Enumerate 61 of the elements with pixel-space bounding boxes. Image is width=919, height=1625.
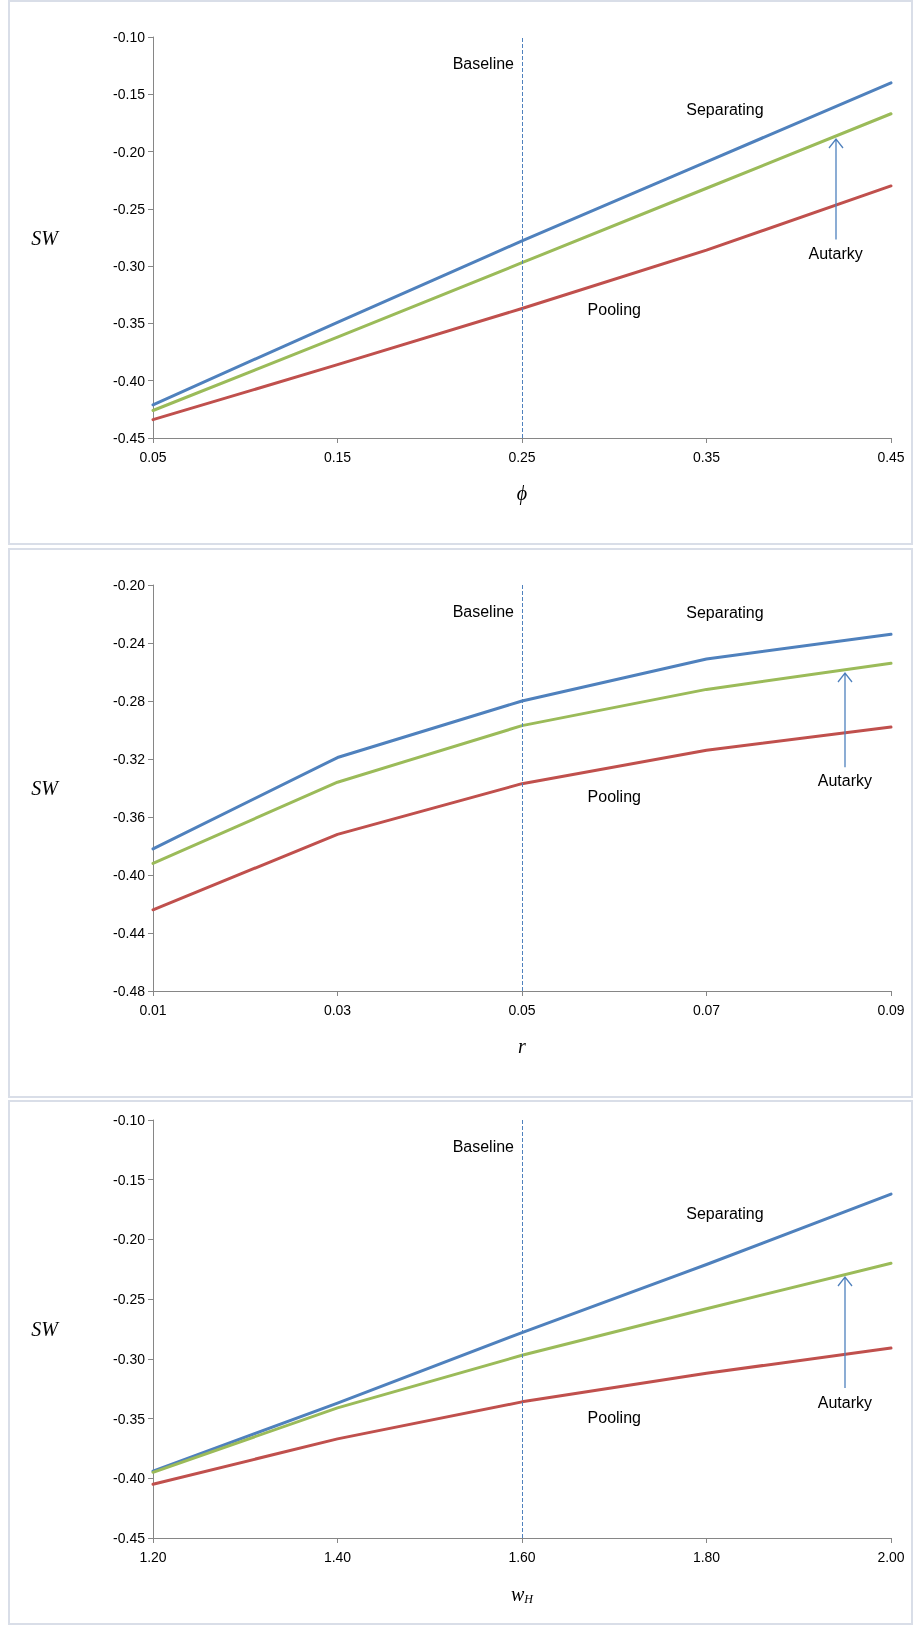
y-tick-label: -0.36 [113, 809, 146, 825]
x-axis-title: ϕ [516, 482, 528, 505]
ref-line-label: Baseline [452, 54, 515, 72]
y-tick-label: -0.28 [113, 693, 146, 709]
series-label: Pooling [587, 300, 641, 318]
x-axis-title: r [518, 1035, 527, 1057]
y-tick-label: -0.20 [113, 143, 146, 160]
y-tick-label: -0.40 [113, 372, 146, 389]
x-tick-label: 1.20 [139, 1549, 167, 1565]
series-label: Separating [686, 1204, 764, 1222]
annotation: Autarky [808, 244, 863, 262]
ref-line-label: Baseline [452, 602, 515, 620]
y-tick-label: -0.40 [113, 1470, 146, 1487]
y-tick-label: -0.45 [113, 1530, 146, 1546]
y-tick-label: -0.35 [113, 1410, 146, 1427]
line-series [151, 661, 893, 865]
y-tick-label: -0.24 [113, 635, 146, 651]
y-tick-label: -0.32 [113, 751, 146, 767]
y-axis-title: SW [31, 777, 61, 799]
series-label: Separating [686, 101, 764, 119]
annotation: Autarky [817, 1393, 872, 1411]
y-tick-label: -0.44 [113, 925, 146, 941]
y-axis-title: SW [31, 226, 61, 249]
line-series [151, 1261, 893, 1474]
x-tick-label: 0.01 [139, 1002, 167, 1018]
y-tick-label: -0.48 [113, 983, 146, 999]
x-tick-label: 0.15 [323, 449, 352, 465]
y-tick-label: -0.10 [113, 29, 146, 45]
y-tick-label: -0.20 [113, 1231, 146, 1248]
x-tick-label: 1.80 [692, 1549, 721, 1565]
x-tick-label: 0.45 [877, 449, 905, 465]
x-tick-label: 1.40 [323, 1549, 352, 1565]
series-label: Pooling [587, 1409, 641, 1427]
x-tick-label: 0.35 [692, 449, 721, 465]
y-tick-label: -0.35 [113, 315, 146, 332]
series-label: Separating [686, 603, 764, 621]
line-series [151, 184, 893, 422]
y-tick-label: -0.15 [113, 1171, 146, 1188]
y-tick-label: -0.25 [113, 1291, 146, 1308]
x-tick-label: 2.00 [877, 1549, 905, 1565]
line-series [151, 725, 893, 912]
series-label: Pooling [587, 788, 641, 806]
x-tick-label: 0.05 [508, 1002, 536, 1018]
x-tick-label: 1.60 [508, 1549, 536, 1565]
annotation: Autarky [817, 772, 872, 790]
y-tick-label: -0.30 [113, 1350, 146, 1367]
x-tick-label: 0.25 [508, 449, 536, 465]
y-axis-title: SW [31, 1318, 61, 1340]
y-tick-label: -0.25 [113, 200, 146, 217]
x-tick-label: 0.07 [692, 1002, 721, 1018]
y-tick-label: -0.45 [113, 430, 146, 446]
x-tick-label: 0.05 [139, 449, 167, 465]
y-tick-label: -0.40 [113, 867, 146, 883]
y-tick-label: -0.10 [113, 1112, 146, 1128]
x-tick-label: 0.09 [877, 1002, 905, 1018]
y-tick-label: -0.30 [113, 258, 146, 275]
x-tick-label: 0.03 [323, 1002, 352, 1018]
ref-line-label: Baseline [452, 1137, 515, 1155]
line-series [151, 1346, 893, 1486]
y-tick-label: -0.20 [113, 577, 146, 593]
y-tick-label: -0.15 [113, 86, 146, 103]
